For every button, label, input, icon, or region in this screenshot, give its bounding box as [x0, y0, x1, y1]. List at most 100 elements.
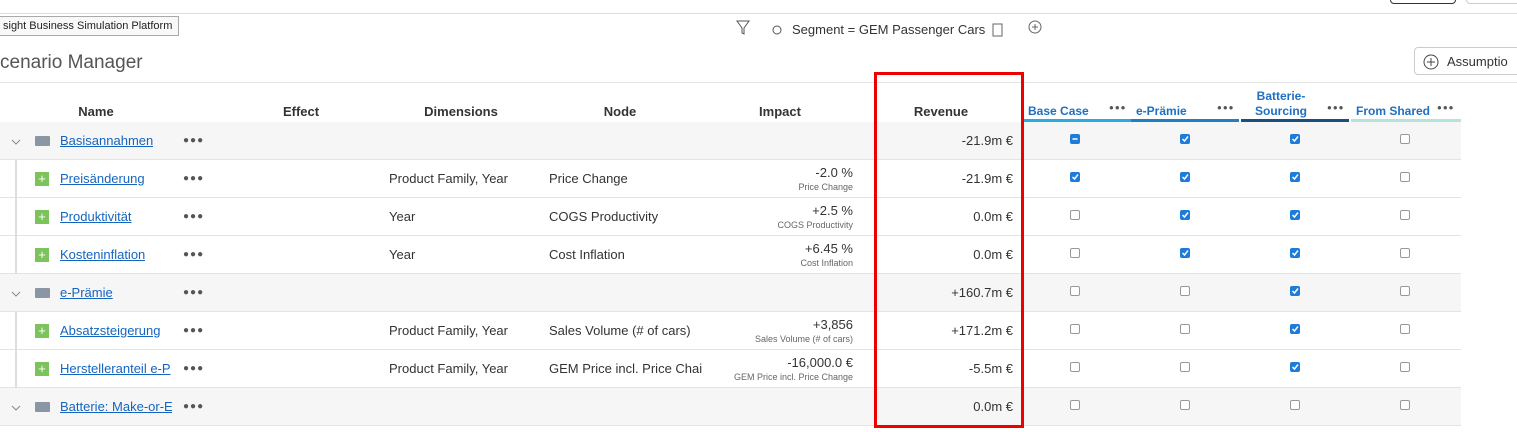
scenario-header[interactable]: Base Case: [1028, 104, 1089, 118]
revenue: +171.2m €: [951, 323, 1013, 338]
revenue: +160.7m €: [951, 285, 1013, 300]
column-header: Dimensions: [424, 104, 498, 119]
revenue: -21.9m €: [961, 171, 1013, 186]
scenario-name[interactable]: Herstelleranteil e-P: [60, 361, 171, 376]
revenue: -21.9m €: [961, 133, 1013, 148]
column-header: Revenue: [913, 104, 969, 119]
assumptions-button[interactable]: Assumptio: [1414, 47, 1517, 75]
tooltip: sight Business Simulation Platform: [0, 16, 180, 36]
checkbox[interactable]: [1070, 172, 1080, 182]
checkbox[interactable]: [1290, 248, 1300, 258]
more-menu[interactable]: ●●●: [183, 401, 205, 412]
checkbox[interactable]: [1290, 286, 1300, 296]
add-filter: [1032, 24, 1038, 30]
checkbox[interactable]: [1180, 324, 1190, 334]
checkbox[interactable]: [1180, 286, 1190, 296]
checkbox[interactable]: [1400, 210, 1410, 220]
checkbox[interactable]: [1290, 400, 1300, 410]
top-button[interactable]: [1466, 0, 1517, 4]
checkbox[interactable]: [1180, 172, 1190, 182]
item-row: [0, 160, 1461, 198]
dimensions: Year: [389, 209, 416, 224]
add-node[interactable]: +: [35, 210, 49, 224]
expand-chevron[interactable]: [10, 401, 22, 413]
scenario-name[interactable]: Produktivität: [60, 209, 132, 224]
expand-chevron[interactable]: [10, 135, 22, 147]
checkbox[interactable]: [1180, 248, 1190, 258]
tree-line: [15, 236, 17, 274]
checkbox[interactable]: [1400, 400, 1410, 410]
scenario-header[interactable]: e-Prämie: [1136, 104, 1187, 118]
node: GEM Price incl. Price Chai: [549, 361, 702, 376]
checkbox[interactable]: [1070, 134, 1080, 144]
more-menu[interactable]: ●●●: [1217, 103, 1235, 112]
tree-line: [15, 350, 17, 388]
scenario-name[interactable]: Basisannahmen: [60, 133, 154, 148]
checkbox[interactable]: [1180, 210, 1190, 220]
impact: +2.5 %: [812, 203, 853, 218]
add-node[interactable]: +: [35, 362, 49, 376]
more-menu[interactable]: ●●●: [183, 363, 205, 374]
node: Sales Volume (# of cars): [549, 323, 691, 338]
impact-node: Cost Inflation: [800, 258, 853, 268]
add-node[interactable]: +: [35, 324, 49, 338]
add-node[interactable]: +: [35, 248, 49, 262]
checkbox[interactable]: [1400, 134, 1410, 144]
scenario-name[interactable]: Preisänderung: [60, 171, 145, 186]
filter-icon[interactable]: [736, 20, 750, 35]
scenario-name[interactable]: e-Prämie: [60, 285, 113, 300]
folder-icon: [35, 288, 50, 298]
revenue: 0.0m €: [973, 399, 1013, 414]
item-row: [0, 236, 1461, 274]
add-node[interactable]: +: [35, 172, 49, 186]
checkbox[interactable]: [1400, 172, 1410, 182]
add-filter[interactable]: [1028, 20, 1042, 34]
radio[interactable]: [772, 25, 782, 35]
checkbox[interactable]: [1180, 400, 1190, 410]
more-menu[interactable]: ●●●: [183, 325, 205, 336]
scenario-bar: [1131, 119, 1239, 122]
checkbox[interactable]: [1070, 210, 1080, 220]
checkbox[interactable]: [1070, 362, 1080, 372]
scenario-header[interactable]: Batterie-Sourcing: [1254, 89, 1307, 118]
expand-chevron[interactable]: [10, 287, 22, 299]
more-menu[interactable]: ●●●: [183, 173, 205, 184]
folder-icon: [35, 402, 50, 412]
group-row: [0, 388, 1461, 426]
checkbox[interactable]: [1180, 362, 1190, 372]
item-row: [0, 198, 1461, 236]
scenario-name[interactable]: Absatzsteigerung: [60, 323, 161, 338]
scenario-name[interactable]: Kosteninflation: [60, 247, 146, 262]
item-row: [0, 312, 1461, 350]
scenario-header[interactable]: From Shared: [1356, 104, 1431, 118]
checkbox[interactable]: [1400, 324, 1410, 334]
checkbox[interactable]: [1400, 362, 1410, 372]
more-menu[interactable]: ●●●: [183, 287, 205, 298]
checkbox[interactable]: [1180, 134, 1190, 144]
checkbox[interactable]: [1290, 362, 1300, 372]
checkbox[interactable]: [1400, 248, 1410, 258]
more-menu[interactable]: ●●●: [183, 211, 205, 222]
checkbox[interactable]: [1290, 172, 1300, 182]
more-menu[interactable]: ●●●: [1109, 103, 1127, 112]
checkbox[interactable]: [1070, 248, 1080, 258]
checkbox[interactable]: [1070, 324, 1080, 334]
more-menu[interactable]: ●●●: [1437, 103, 1455, 112]
column-header: Effect: [282, 104, 320, 119]
more-menu[interactable]: ●●●: [183, 135, 205, 146]
checkbox[interactable]: [1070, 286, 1080, 296]
more-menu[interactable]: ●●●: [1327, 103, 1345, 112]
scenario-name[interactable]: Batterie: Make-or-E: [60, 399, 172, 414]
checkbox[interactable]: [1070, 400, 1080, 410]
trash-icon[interactable]: [992, 23, 1003, 37]
page-title: cenario Manager: [0, 52, 143, 73]
checkbox[interactable]: [1290, 134, 1300, 144]
checkbox[interactable]: [1290, 210, 1300, 220]
scenario-bar: [1351, 119, 1461, 122]
checkbox[interactable]: [1400, 286, 1410, 296]
folder-icon: [35, 136, 50, 146]
more-menu[interactable]: ●●●: [183, 249, 205, 260]
checkbox[interactable]: [1290, 324, 1300, 334]
impact-node: Price Change: [798, 182, 853, 192]
